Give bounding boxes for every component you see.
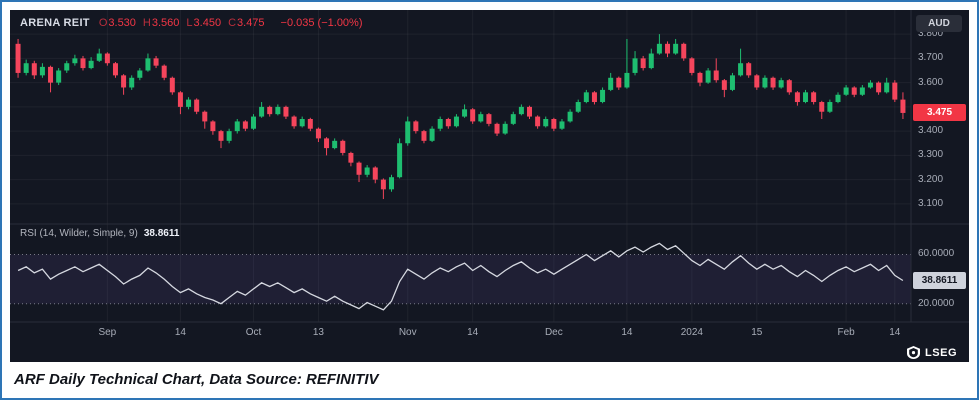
time-axis-label: Nov <box>398 327 417 338</box>
change-value: −0.035 (−1.00%) <box>280 17 363 29</box>
legend-h: H3.560 <box>142 17 180 29</box>
time-axis-label: 2024 <box>680 327 703 338</box>
rsi-tick-label: 60.0000 <box>918 248 955 260</box>
legend-o: O3.530 <box>98 17 136 29</box>
last-price-badge: 3.475 <box>913 104 966 122</box>
time-axis-label: 13 <box>312 327 324 338</box>
rsi-value: 38.8611 <box>143 228 180 239</box>
legend-c: C3.475 <box>228 17 265 29</box>
candles-series[interactable] <box>15 34 906 200</box>
time-axis-label: 15 <box>751 327 763 338</box>
price-tick-label: 3.100 <box>918 197 944 209</box>
chart-panel: ARENA REIT O3.530 H3.560 L3.450 C3.475 −0.0… <box>10 10 969 362</box>
lseg-crest-icon <box>907 346 921 359</box>
time-axis-label: Sep <box>98 327 117 338</box>
time-axis-label: 14 <box>467 327 479 338</box>
time-axis-label: 14 <box>621 327 633 338</box>
legend-l: L3.450 <box>186 17 222 29</box>
currency-badge[interactable]: AUD <box>916 15 962 32</box>
time-axis-label: 14 <box>889 327 901 338</box>
time-axis-label: Dec <box>544 327 563 338</box>
rsi-tick-label: 20.0000 <box>918 297 955 309</box>
price-tick-label: 3.700 <box>918 52 944 64</box>
symbol-name[interactable]: ARENA REIT <box>20 17 90 29</box>
chart-legend[interactable]: ARENA REIT O3.530 H3.560 L3.450 C3.475 −0.0… <box>20 17 363 29</box>
caption: ARF Daily Technical Chart, Data Source: … <box>14 371 379 388</box>
time-axis-label: 14 <box>174 327 186 338</box>
price-tick-label: 3.300 <box>918 149 944 161</box>
price-tick-label: 3.200 <box>918 173 944 185</box>
time-axis-label: Oct <box>245 327 262 338</box>
candlestick-chart[interactable] <box>10 10 969 362</box>
price-tick-label: 3.400 <box>918 125 944 137</box>
lseg-logo-text: LSEG <box>925 346 957 359</box>
rsi-value-badge: 38.8611 <box>913 271 966 289</box>
time-axis-label: Feb <box>837 327 855 338</box>
rsi-legend[interactable]: RSI (14, Wilder, Simple, 9) 38.8611 <box>20 228 179 239</box>
ohlc-values: O3.530 H3.560 L3.450 C3.475 <box>99 17 272 29</box>
rsi-label: RSI (14, Wilder, Simple, 9) <box>20 228 138 239</box>
price-tick-label: 3.800 <box>918 28 944 40</box>
price-tick-label: 3.600 <box>918 76 944 88</box>
gridlines <box>10 10 911 322</box>
rsi-pane[interactable] <box>10 242 911 311</box>
rsi-line <box>17 242 904 311</box>
lseg-logo: LSEG <box>907 346 957 359</box>
